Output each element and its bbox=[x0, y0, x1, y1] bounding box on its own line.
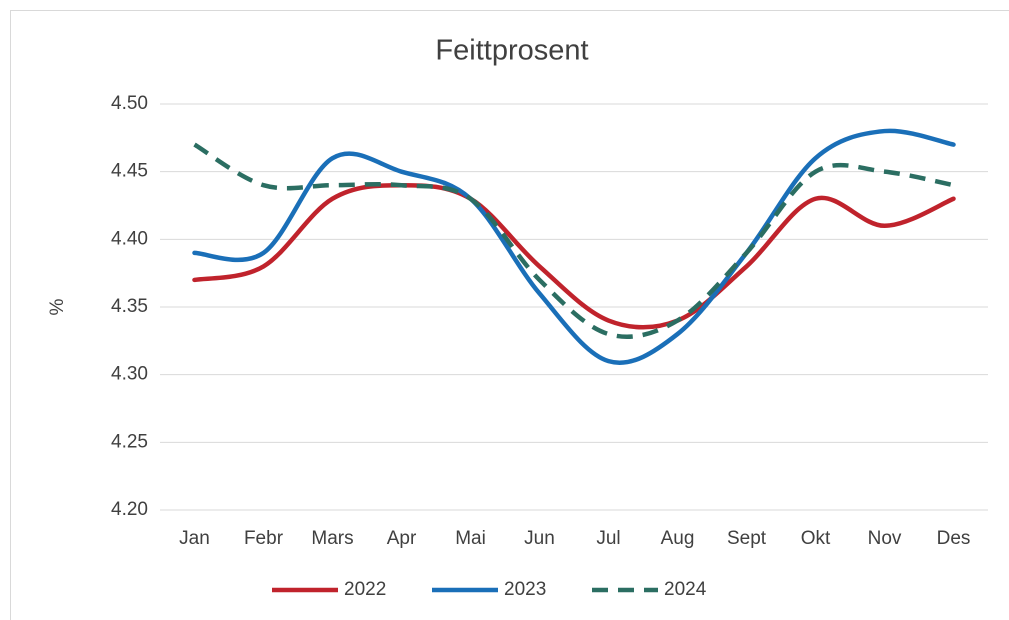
y-tick-label: 4.25 bbox=[111, 431, 148, 452]
legend-label: 2024 bbox=[664, 579, 707, 600]
x-tick-label: Okt bbox=[801, 528, 831, 549]
chart-frame bbox=[10, 10, 1009, 620]
legend-label: 2022 bbox=[344, 579, 386, 600]
x-tick-label: Jan bbox=[179, 528, 210, 549]
x-tick-label: Jun bbox=[524, 528, 555, 549]
x-tick-label: Sept bbox=[727, 528, 767, 549]
y-tick-label: 4.30 bbox=[111, 364, 148, 385]
x-tick-label: Jul bbox=[596, 528, 620, 549]
x-tick-label: Apr bbox=[387, 528, 417, 549]
chart-title: Feittprosent bbox=[435, 35, 588, 67]
x-tick-label: Aug bbox=[661, 528, 695, 549]
legend-label: 2023 bbox=[504, 579, 546, 600]
y-tick-label: 4.35 bbox=[111, 296, 148, 317]
x-tick-label: Des bbox=[937, 528, 971, 549]
x-tick-label: Mars bbox=[311, 528, 353, 549]
y-tick-label: 4.20 bbox=[111, 499, 148, 520]
data-line bbox=[193, 142, 954, 339]
x-tick-label: Nov bbox=[868, 528, 902, 549]
y-tick-label: 4.40 bbox=[111, 228, 148, 249]
y-tick-label: 4.50 bbox=[111, 93, 148, 114]
data-line bbox=[192, 128, 956, 365]
data-line bbox=[192, 182, 956, 330]
y-axis-label: % bbox=[47, 298, 68, 315]
y-tick-label: 4.45 bbox=[111, 161, 148, 182]
x-tick-label: Mai bbox=[455, 528, 486, 549]
x-tick-label: Febr bbox=[244, 528, 284, 549]
